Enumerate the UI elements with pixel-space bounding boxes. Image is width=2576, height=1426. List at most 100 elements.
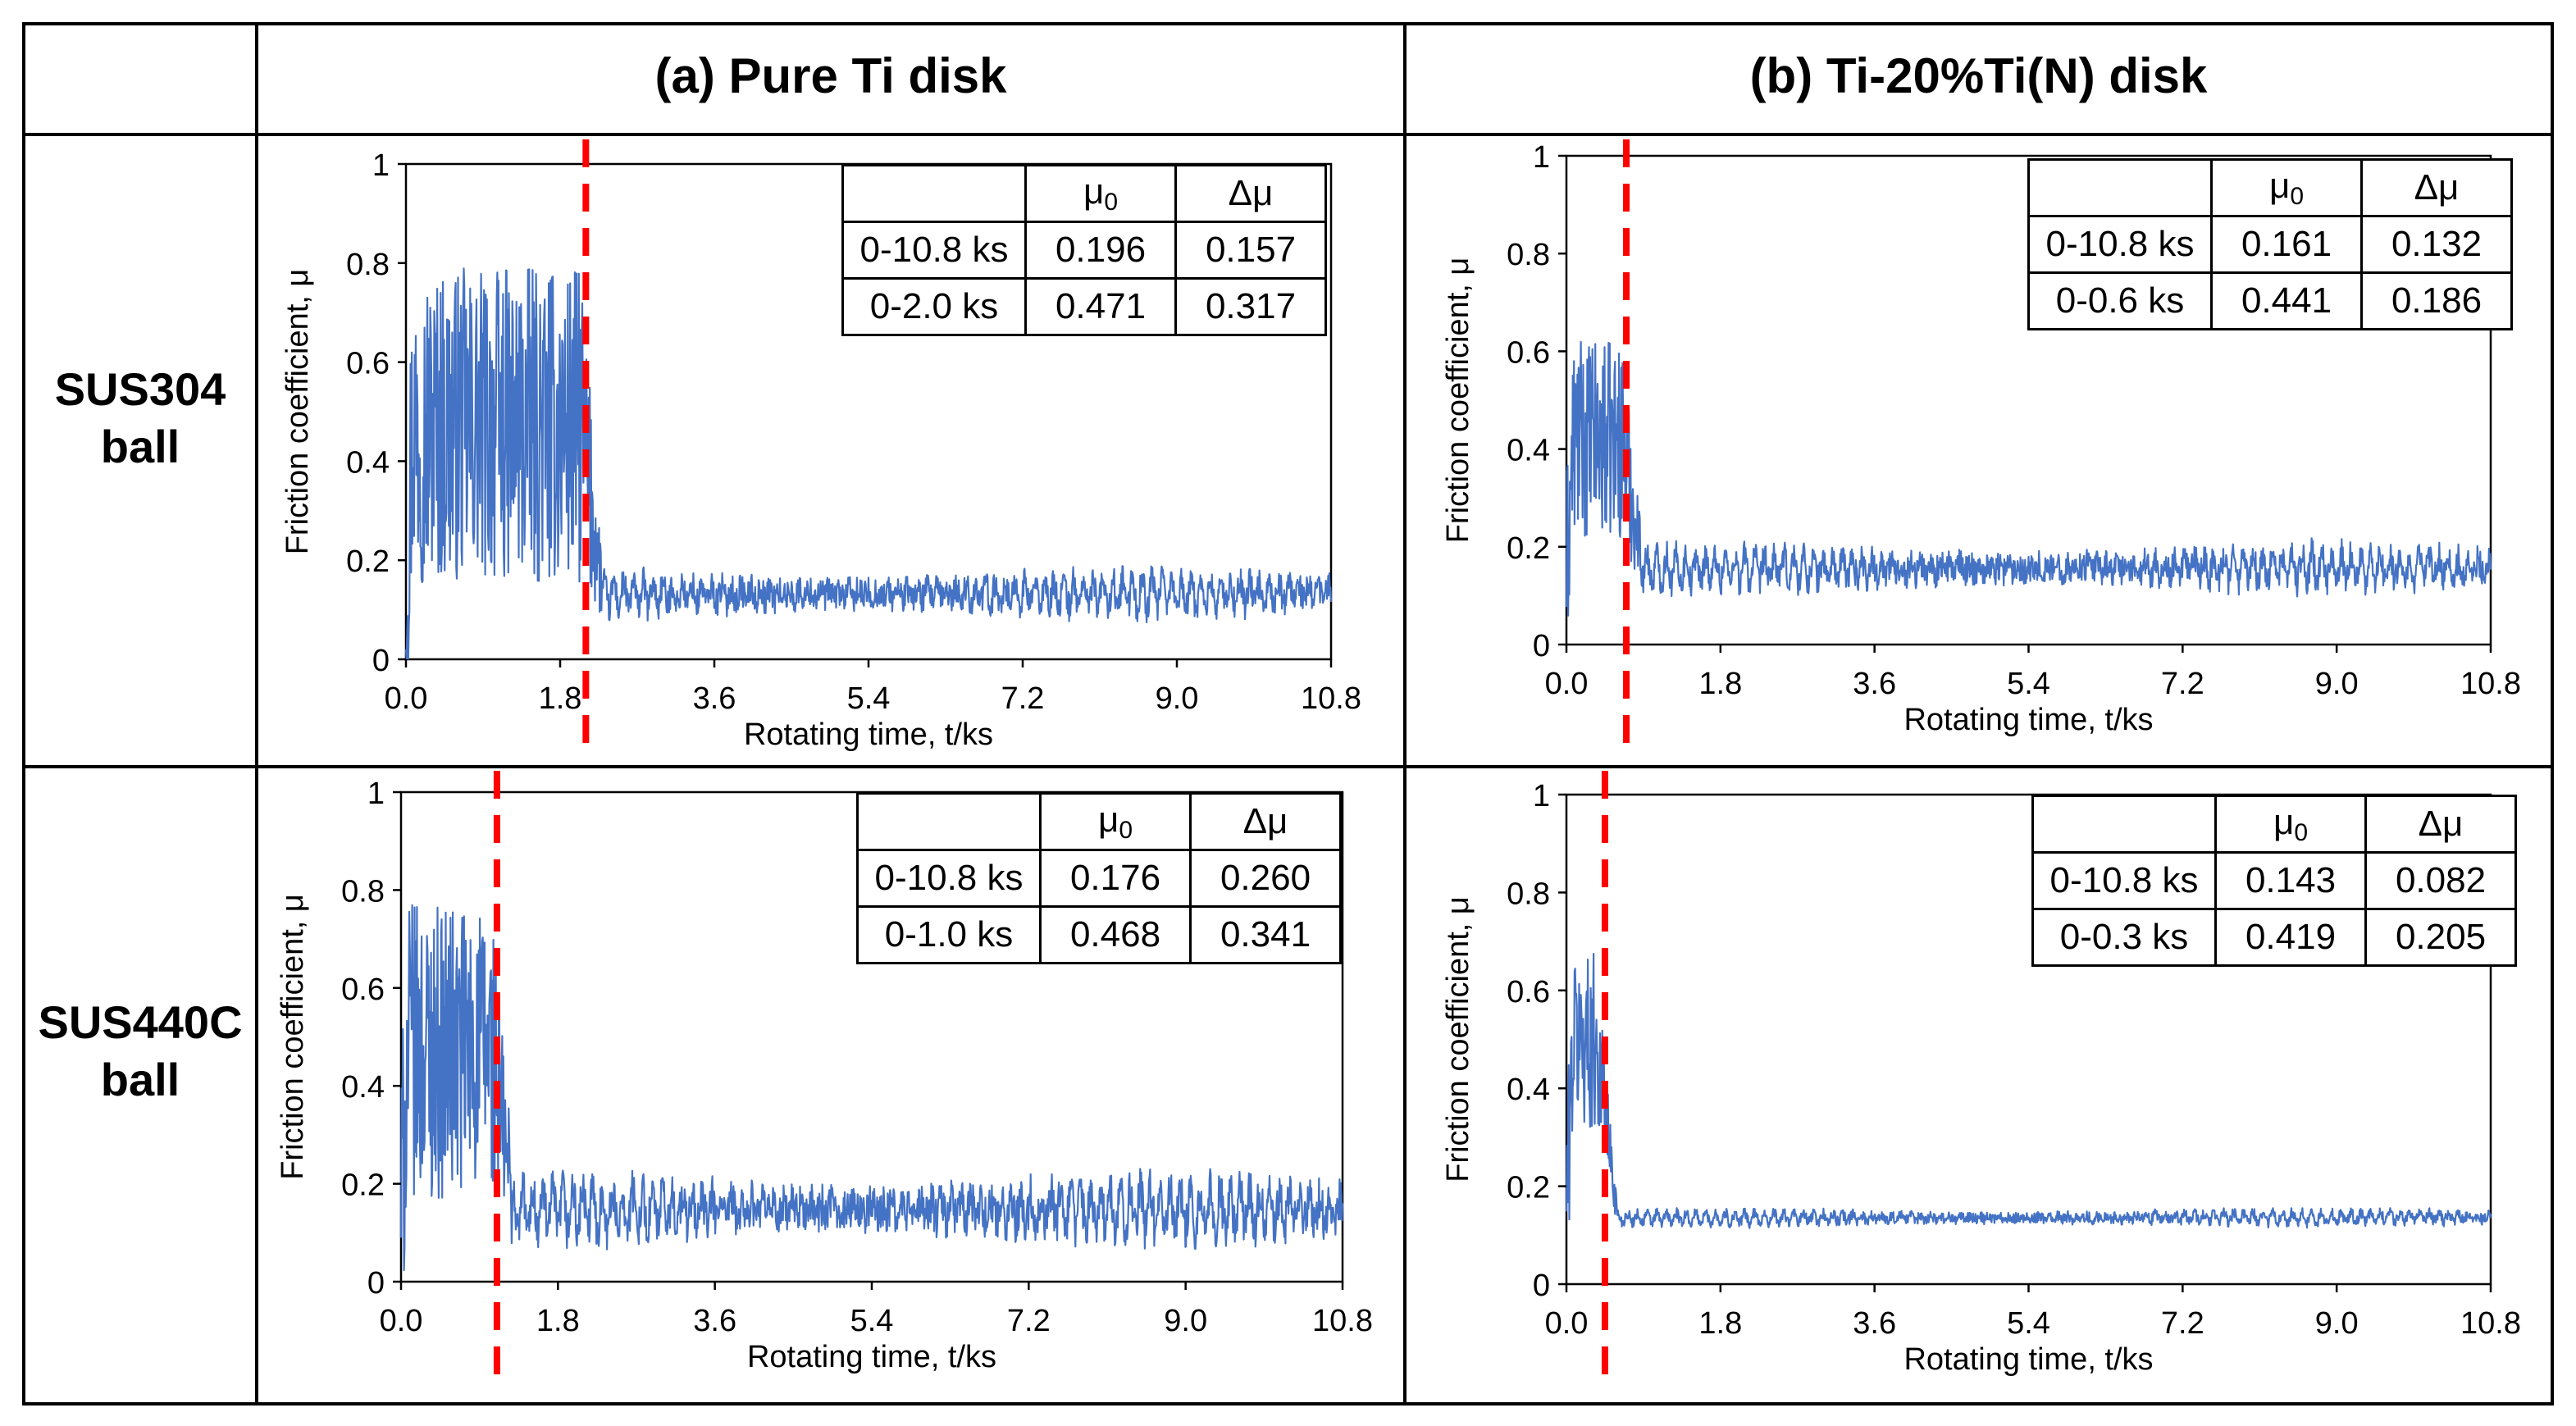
- x-tick-label: 9.0: [2315, 1306, 2359, 1341]
- table-header-dmu: Δμ: [2360, 158, 2513, 217]
- x-tick-label: 5.4: [847, 681, 891, 716]
- y-tick-label: 1: [1533, 140, 1550, 175]
- x-tick-label: 1.8: [1698, 1306, 1742, 1341]
- row-label-sus440c-line2: ball: [100, 1054, 180, 1105]
- mu0-subscript: 0: [1119, 816, 1133, 844]
- row-label-sus440c: SUS440C ball: [17, 994, 263, 1109]
- table-header-mu0: μ0: [1024, 164, 1177, 223]
- table-cell-range: 0-10.8 ks: [2027, 215, 2213, 274]
- x-tick-label: 7.2: [2161, 1306, 2204, 1341]
- x-tick-label: 5.4: [850, 1304, 894, 1338]
- y-tick-label: 0: [367, 1266, 385, 1301]
- x-tick-label: 10.8: [1312, 1304, 1373, 1338]
- table-cell-dmu: 0.341: [1189, 905, 1342, 964]
- friction-table-b-sus304: μ0 Δμ 0-10.8 ks 0.161 0.132 0-0.6 ks 0.4…: [2027, 158, 2513, 330]
- x-tick-label: 9.0: [2315, 667, 2359, 701]
- x-tick-label: 1.8: [1698, 667, 1742, 701]
- y-tick-label: 0.2: [346, 544, 390, 579]
- table-cell-range: 0-10.8 ks: [856, 849, 1042, 908]
- table-header-blank: [2027, 158, 2213, 217]
- table-header-dmu: Δμ: [1189, 792, 1342, 851]
- table-cell-dmu: 0.082: [2364, 851, 2517, 910]
- y-axis-label: Friction coefficient, μ: [276, 894, 310, 1180]
- x-tick-label: 3.6: [693, 1304, 736, 1338]
- table-cell-dmu: 0.317: [1174, 277, 1327, 336]
- x-tick-label: 10.8: [2460, 1306, 2521, 1341]
- y-tick-label: 0.4: [1507, 434, 1550, 468]
- y-tick-label: 0.6: [1507, 975, 1550, 1009]
- friction-series-line: [1565, 953, 2492, 1229]
- x-tick-label: 0.0: [1545, 667, 1589, 701]
- table-cell-range: 0-10.8 ks: [841, 221, 1027, 280]
- x-tick-label: 10.8: [1301, 681, 1361, 716]
- x-tick-label: 7.2: [2161, 667, 2204, 701]
- column-header-b: (b) Ti-20%Ti(N) disk: [1749, 48, 2208, 103]
- y-tick-label: 0: [1533, 1269, 1550, 1303]
- table-cell-dmu: 0.132: [2360, 215, 2513, 274]
- y-tick-label: 0.8: [1507, 238, 1550, 272]
- y-tick-label: 0.4: [1507, 1073, 1550, 1107]
- mu0-symbol: μ: [2273, 801, 2295, 842]
- table-row: 0-10.8 ks 0.161 0.132: [2027, 215, 2513, 274]
- x-tick-label: 5.4: [2007, 667, 2050, 701]
- table-cell-range: 0-2.0 ks: [841, 277, 1027, 336]
- y-tick-label: 1: [1533, 779, 1550, 813]
- friction-series-line: [1565, 340, 2492, 617]
- y-tick-label: 0.8: [341, 874, 385, 909]
- row-label-sus304: SUS304 ball: [17, 361, 263, 476]
- table-row: 0-10.8 ks 0.176 0.260: [856, 849, 1342, 908]
- table-header-row: μ0 Δμ: [841, 164, 1327, 223]
- friction-table-b-sus440c: μ0 Δμ 0-10.8 ks 0.143 0.082 0-0.3 ks 0.4…: [2031, 795, 2517, 967]
- row-label-sus304-line2: ball: [100, 421, 180, 472]
- table-cell-mu0: 0.176: [1039, 849, 1192, 908]
- y-tick-label: 1: [367, 777, 385, 811]
- y-tick-label: 0.8: [1507, 877, 1550, 911]
- table-row: 0-2.0 ks 0.471 0.317: [841, 277, 1327, 336]
- y-tick-label: 0.4: [346, 445, 390, 480]
- x-tick-label: 1.8: [536, 1304, 580, 1338]
- x-tick-label: 9.0: [1156, 681, 1199, 716]
- y-tick-label: 0.2: [1507, 531, 1550, 566]
- table-cell-dmu: 0.260: [1189, 849, 1342, 908]
- table-row: 0-0.6 ks 0.441 0.186: [2027, 271, 2513, 330]
- table-row: 0-10.8 ks 0.143 0.082: [2031, 851, 2517, 910]
- x-axis-label: Rotating time, t/ks: [744, 718, 993, 752]
- table-header-mu0: μ0: [1039, 792, 1192, 851]
- table-header-row: μ0 Δμ: [856, 792, 1342, 851]
- y-axis-label: Friction coefficient, μ: [1441, 896, 1475, 1182]
- table-cell-mu0: 0.468: [1039, 905, 1192, 964]
- x-tick-label: 9.0: [1164, 1304, 1207, 1338]
- table-cell-mu0: 0.471: [1024, 277, 1177, 336]
- table-row: 0-0.3 ks 0.419 0.205: [2031, 908, 2517, 967]
- table-header-row: μ0 Δμ: [2031, 795, 2517, 854]
- table-cell-mu0: 0.143: [2214, 851, 2367, 910]
- column-header-a: (a) Pure Ti disk: [654, 48, 1007, 103]
- x-tick-label: 3.6: [693, 681, 736, 716]
- y-tick-label: 0.2: [1507, 1171, 1550, 1205]
- friction-table-a-sus304: μ0 Δμ 0-10.8 ks 0.196 0.157 0-2.0 ks 0.4…: [841, 164, 1327, 336]
- table-row: 0-10.8 ks 0.196 0.157: [841, 221, 1327, 280]
- y-tick-label: 0.6: [346, 347, 390, 381]
- y-tick-label: 1: [372, 148, 390, 183]
- friction-table-a-sus440c: μ0 Δμ 0-10.8 ks 0.176 0.260 0-1.0 ks 0.4…: [856, 792, 1342, 964]
- y-axis-label: Friction coefficient, μ: [1441, 257, 1475, 544]
- x-axis-label: Rotating time, t/ks: [747, 1340, 996, 1374]
- mu0-subscript: 0: [2290, 182, 2305, 210]
- table-cell-range: 0-0.6 ks: [2027, 271, 2213, 330]
- table-cell-dmu: 0.157: [1174, 221, 1327, 280]
- table-cell-mu0: 0.196: [1024, 221, 1177, 280]
- table-header-blank: [841, 164, 1027, 223]
- table-header-mu0: μ0: [2210, 158, 2363, 217]
- friction-series-line: [404, 267, 1333, 660]
- grid-frame: [22, 22, 2554, 1405]
- y-axis-label: Friction coefficient, μ: [280, 269, 315, 555]
- mu0-symbol: μ: [1083, 171, 1105, 212]
- table-header-blank: [2031, 795, 2217, 854]
- table-cell-range: 0-10.8 ks: [2031, 851, 2217, 910]
- y-tick-label: 0.8: [346, 248, 390, 282]
- table-header-dmu: Δμ: [2364, 795, 2517, 854]
